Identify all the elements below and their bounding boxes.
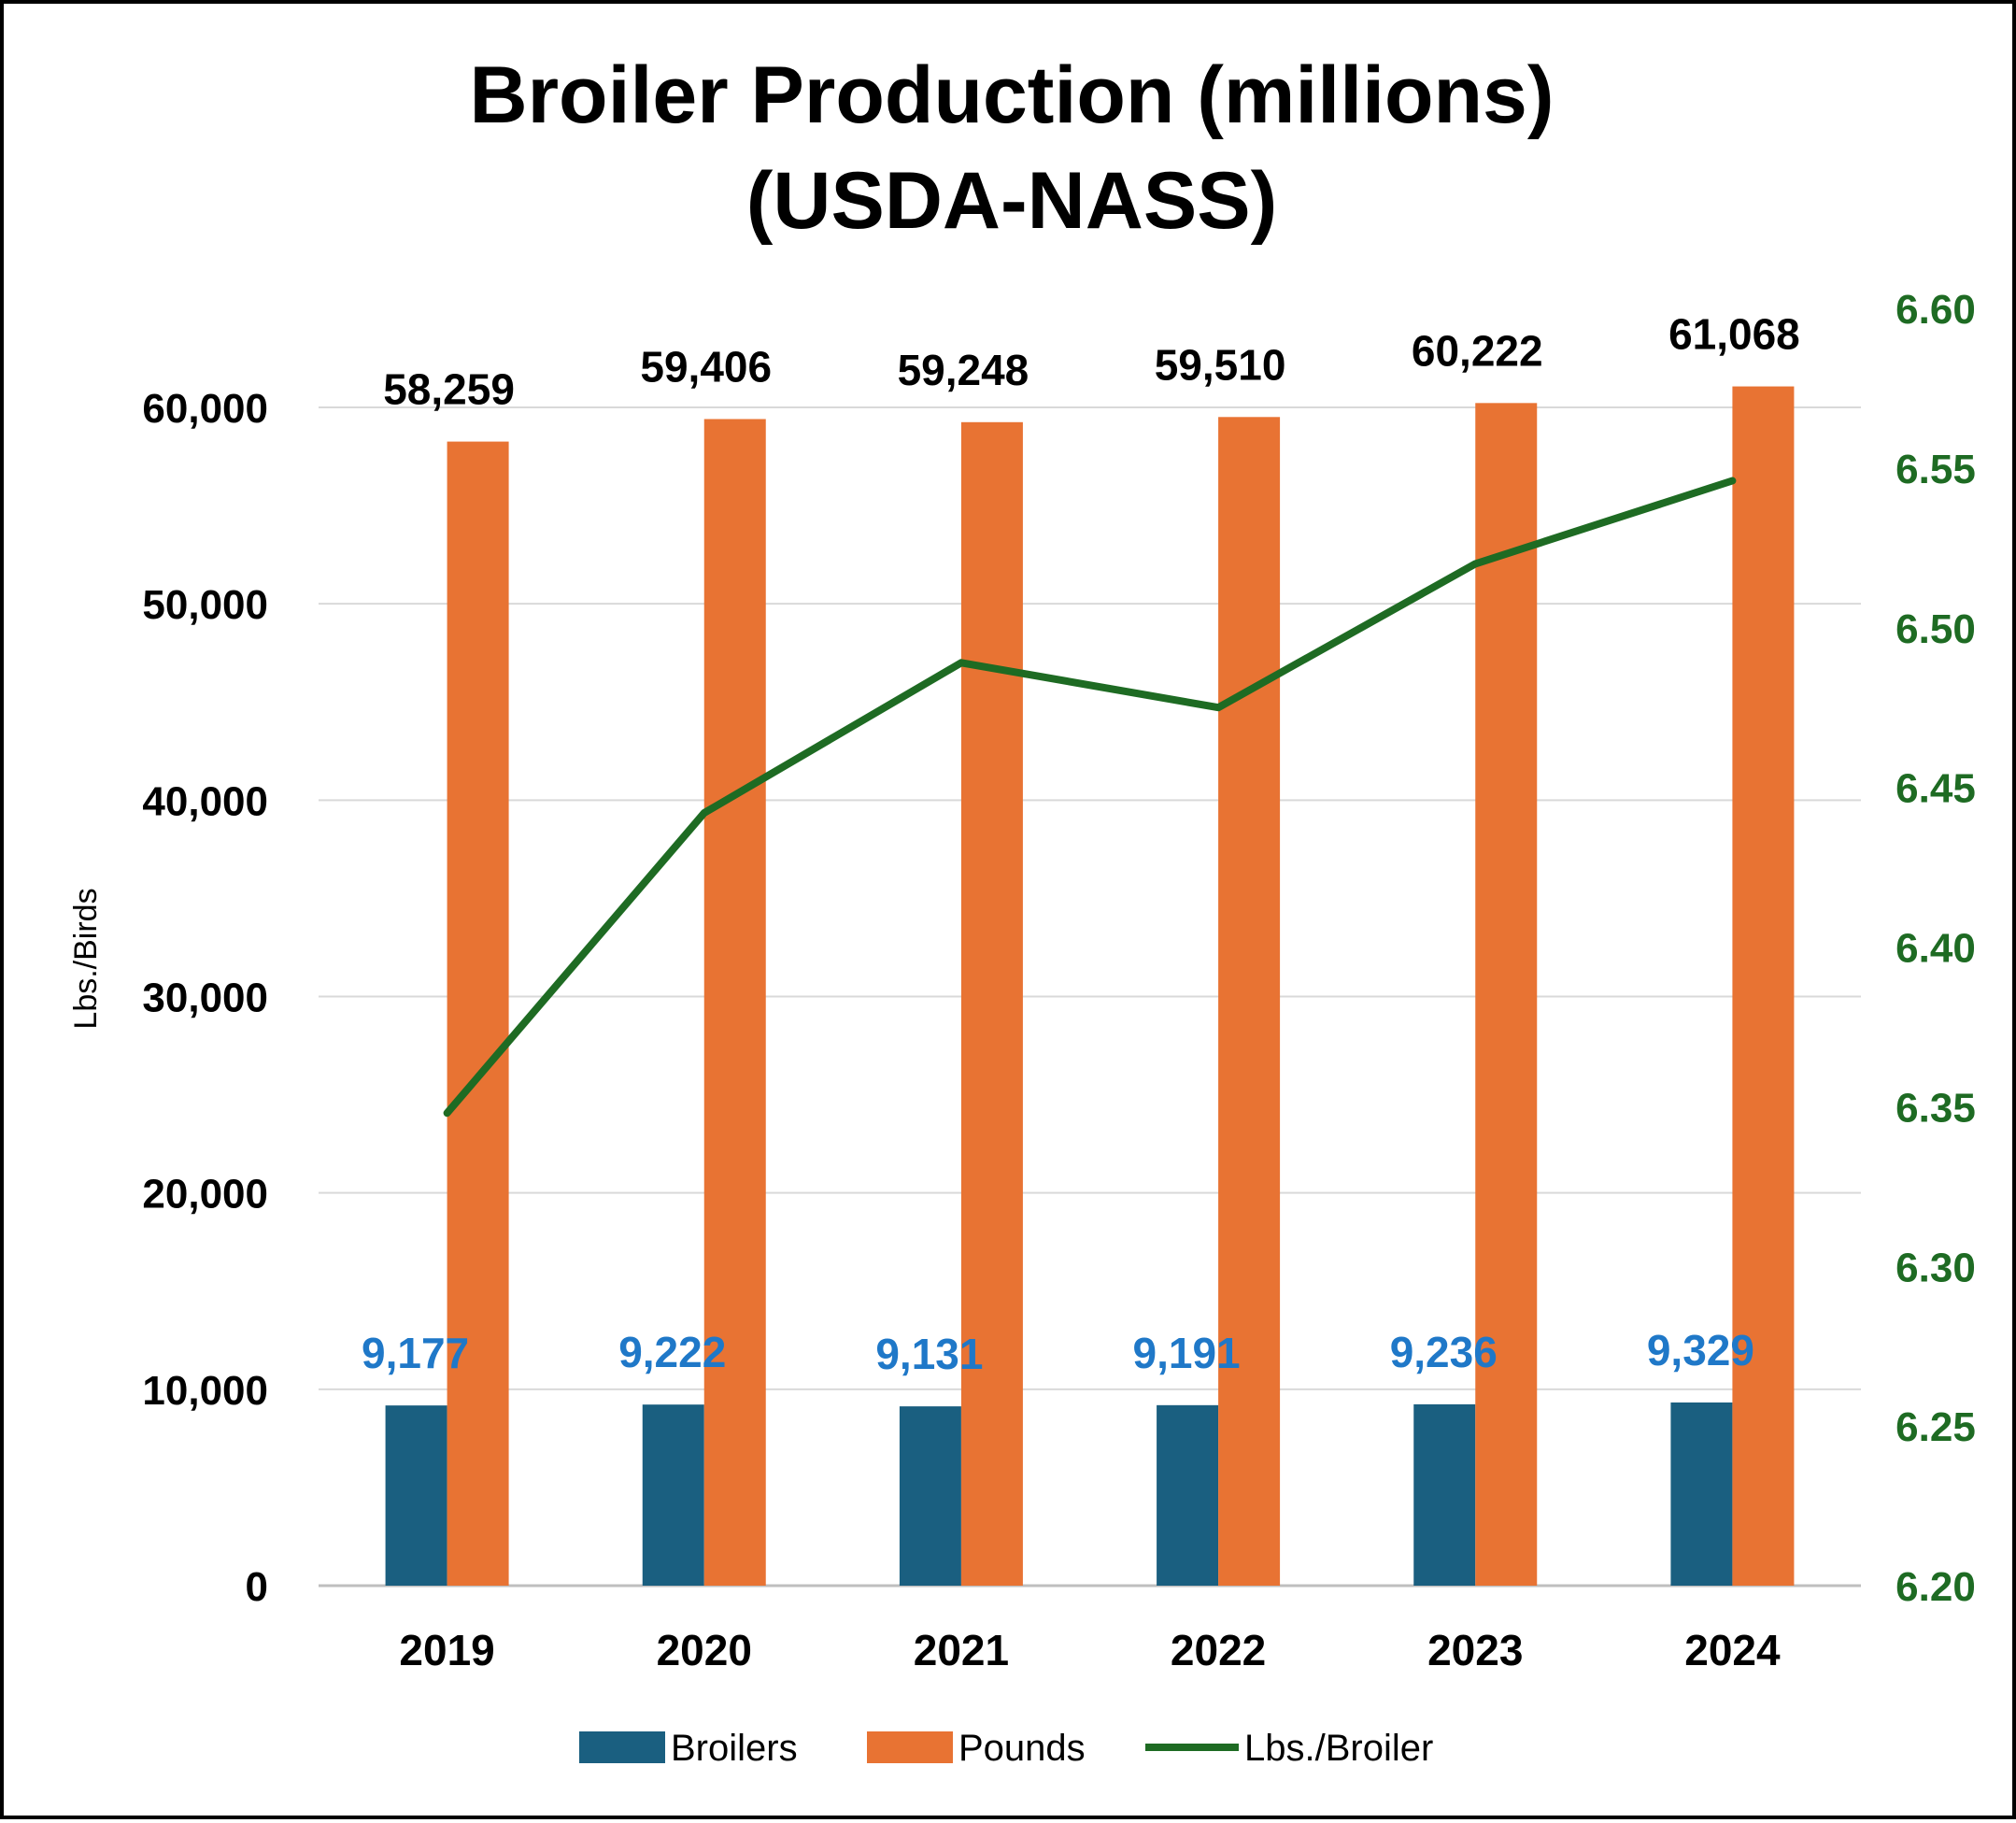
x-tick-label: 2020 — [657, 1626, 752, 1674]
x-tick-label: 2021 — [914, 1626, 1009, 1674]
y2-tick-label: 6.40 — [1895, 926, 1976, 972]
legend: Broilers Pounds Lbs./Broiler — [579, 1728, 1433, 1769]
bar-broilers — [1157, 1405, 1218, 1586]
y-tick-label: 50,000 — [142, 582, 268, 628]
y-axis-label: Lbs./Birds — [68, 888, 104, 1029]
y2-tick-label: 6.20 — [1895, 1564, 1976, 1610]
legend-swatch-broilers — [579, 1731, 665, 1763]
bar-broilers — [1413, 1404, 1475, 1586]
data-label-broilers: 9,329 — [1647, 1326, 1754, 1374]
bar-broilers — [643, 1404, 704, 1586]
y2-tick-label: 6.50 — [1895, 606, 1976, 652]
y2-tick-label: 6.45 — [1895, 766, 1976, 812]
x-tick-label: 2022 — [1171, 1626, 1266, 1674]
data-label-pounds: 59,510 — [1155, 340, 1286, 389]
y-tick-label: 30,000 — [142, 976, 268, 1021]
bar-pounds — [704, 419, 766, 1586]
y-tick-label: 60,000 — [142, 386, 268, 432]
bar-pounds — [1475, 403, 1537, 1586]
y2-tick-label: 6.60 — [1895, 287, 1976, 333]
y-tick-label: 10,000 — [142, 1368, 268, 1414]
data-label-broilers: 9,131 — [875, 1330, 983, 1378]
data-label-broilers: 9,236 — [1390, 1328, 1498, 1376]
y-tick-label: 20,000 — [142, 1172, 268, 1218]
legend-label-lbs-per-broiler: Lbs./Broiler — [1244, 1728, 1433, 1769]
legend-label-broilers: Broilers — [671, 1728, 798, 1769]
y-tick-label: 0 — [246, 1564, 268, 1610]
bar-pounds — [447, 442, 509, 1586]
data-label-broilers: 9,177 — [362, 1329, 469, 1377]
y2-tick-label: 6.25 — [1895, 1404, 1976, 1450]
bar-pounds — [1218, 417, 1280, 1586]
bar-broilers — [386, 1405, 447, 1586]
line-lbs-per-broiler — [447, 481, 1733, 1114]
data-label-pounds: 60,222 — [1412, 326, 1543, 375]
data-label-pounds: 59,248 — [898, 346, 1029, 394]
bar-broilers — [900, 1406, 961, 1586]
chart-subtitle: (USDA-NASS) — [746, 156, 1278, 246]
data-label-broilers: 9,222 — [618, 1328, 726, 1376]
x-tick-label: 2024 — [1684, 1626, 1781, 1674]
legend-swatch-pounds — [867, 1731, 953, 1763]
x-tick-label: 2019 — [399, 1626, 494, 1674]
x-tick-label: 2023 — [1427, 1626, 1523, 1674]
y2-tick-label: 6.55 — [1895, 447, 1976, 492]
y2-tick-label: 6.30 — [1895, 1245, 1976, 1290]
chart-svg: Broiler Production (millions) (USDA-NASS… — [4, 4, 2016, 1823]
data-label-broilers: 9,191 — [1133, 1329, 1241, 1377]
y2-tick-label: 6.35 — [1895, 1085, 1976, 1131]
chart-title: Broiler Production (millions) — [469, 50, 1554, 140]
bar-broilers — [1670, 1403, 1732, 1586]
y-tick-label: 40,000 — [142, 778, 268, 824]
bar-pounds — [961, 422, 1023, 1586]
line-series — [447, 480, 1732, 1113]
data-label-pounds: 58,259 — [383, 365, 515, 414]
data-label-pounds: 61,068 — [1668, 310, 1800, 359]
data-labels: 58,259 9,177 59,406 9,222 59,248 9,131 59,510 9… — [362, 310, 1800, 1379]
legend-label-pounds: Pounds — [958, 1728, 1086, 1769]
bars — [386, 387, 1795, 1586]
bar-pounds — [1732, 387, 1794, 1586]
data-label-pounds: 59,406 — [640, 342, 772, 391]
